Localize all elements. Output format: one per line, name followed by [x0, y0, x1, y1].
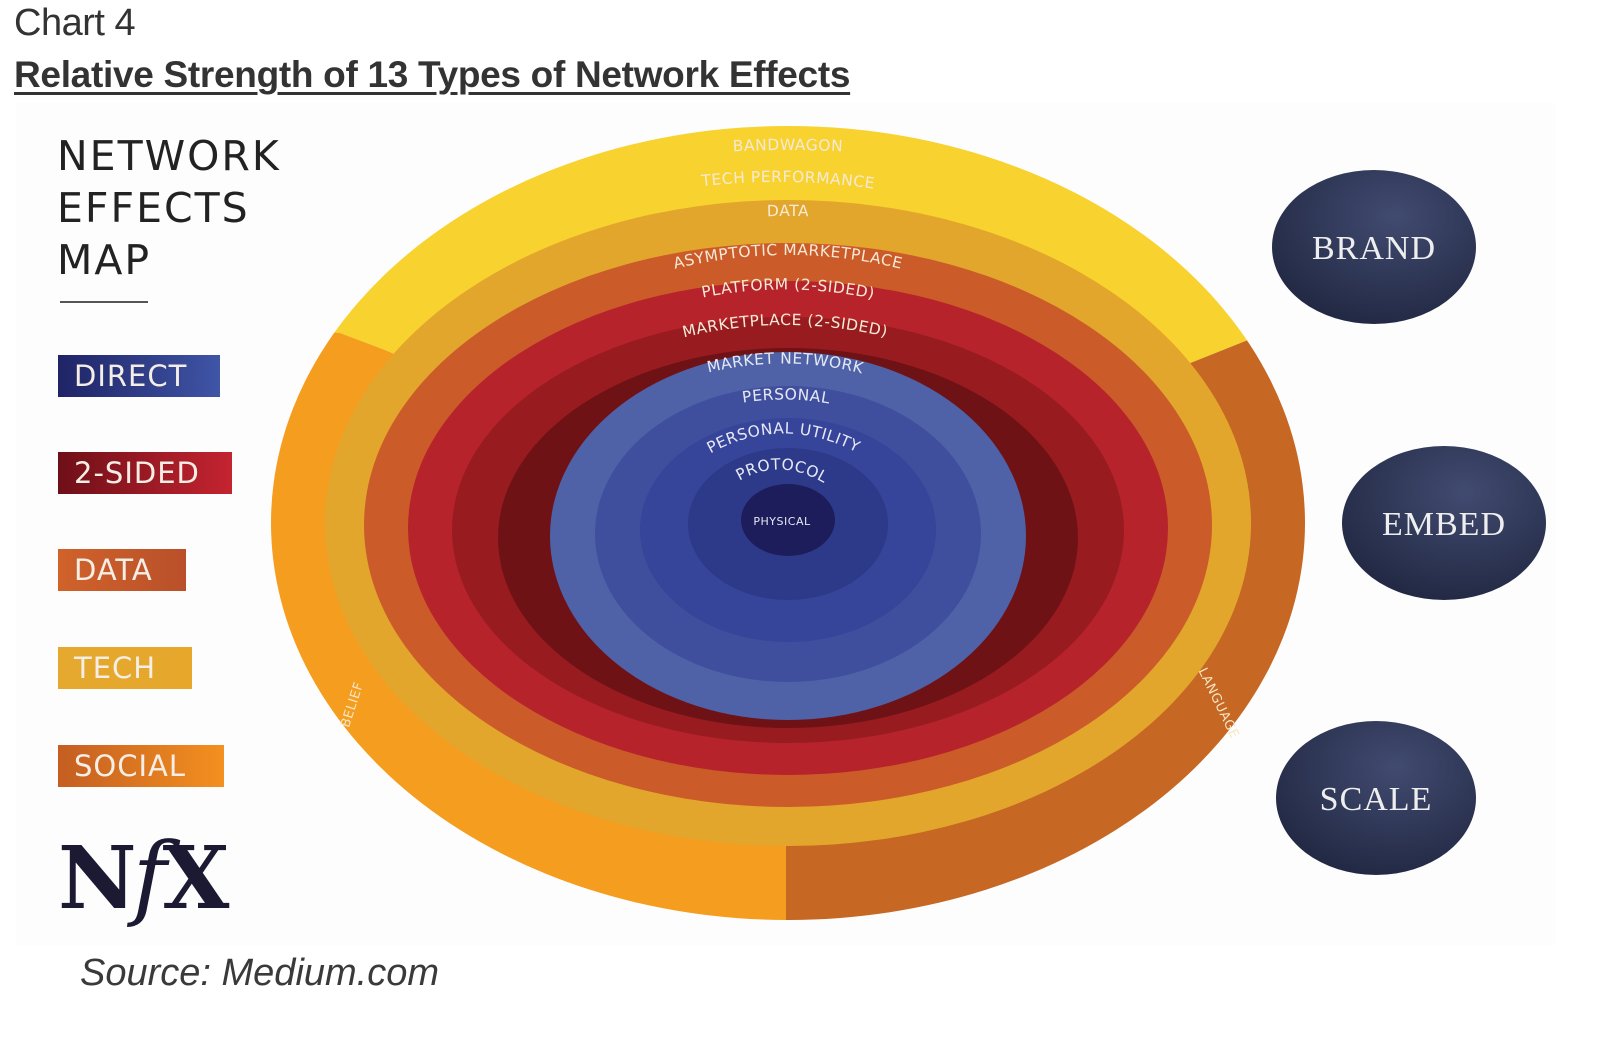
badge-embed-label: EMBED	[1382, 506, 1506, 543]
ring-layers	[325, 200, 1251, 846]
label-personal: PERSONAL	[741, 385, 832, 407]
map-heading-line-3: MAP	[57, 236, 152, 284]
source-note: Source: Medium.com	[80, 952, 440, 994]
map-heading-line-1: NETWORK	[57, 132, 281, 180]
chart-caption: Chart 4	[14, 2, 136, 44]
badge-brand: BRAND	[1272, 170, 1476, 324]
label-physical: PHYSICAL	[753, 515, 811, 528]
badge-brand-label: BRAND	[1312, 230, 1436, 267]
badge-scale: SCALE	[1276, 721, 1476, 875]
badge-brand-shape	[1272, 170, 1476, 324]
badge-scale-label: SCALE	[1320, 781, 1433, 818]
ring-physical	[741, 484, 835, 556]
legend-data: DATA	[58, 549, 186, 591]
label-bandwagon: BANDWAGON	[732, 136, 843, 155]
label-data: DATA	[767, 202, 810, 220]
map-heading-line-2: EFFECTS	[57, 184, 250, 232]
chart-title: Relative Strength of 13 Types of Network…	[14, 54, 851, 95]
heading-divider	[60, 301, 148, 303]
logo-n: N	[58, 828, 137, 929]
logo-x: X	[162, 828, 230, 929]
legend-tech: TECH	[58, 647, 192, 689]
legend-2-sided: 2-SIDED	[58, 452, 232, 494]
logo-f: f	[132, 823, 167, 930]
badge-scale-shape	[1276, 721, 1476, 875]
map-heading: NETWORK EFFECTS MAP	[57, 130, 281, 286]
nfx-logo: NfX	[58, 831, 229, 924]
legend-social: SOCIAL	[58, 745, 224, 787]
badge-embed-shape	[1342, 446, 1546, 600]
legend-direct: DIRECT	[58, 355, 220, 397]
badge-embed: EMBED	[1342, 446, 1546, 600]
